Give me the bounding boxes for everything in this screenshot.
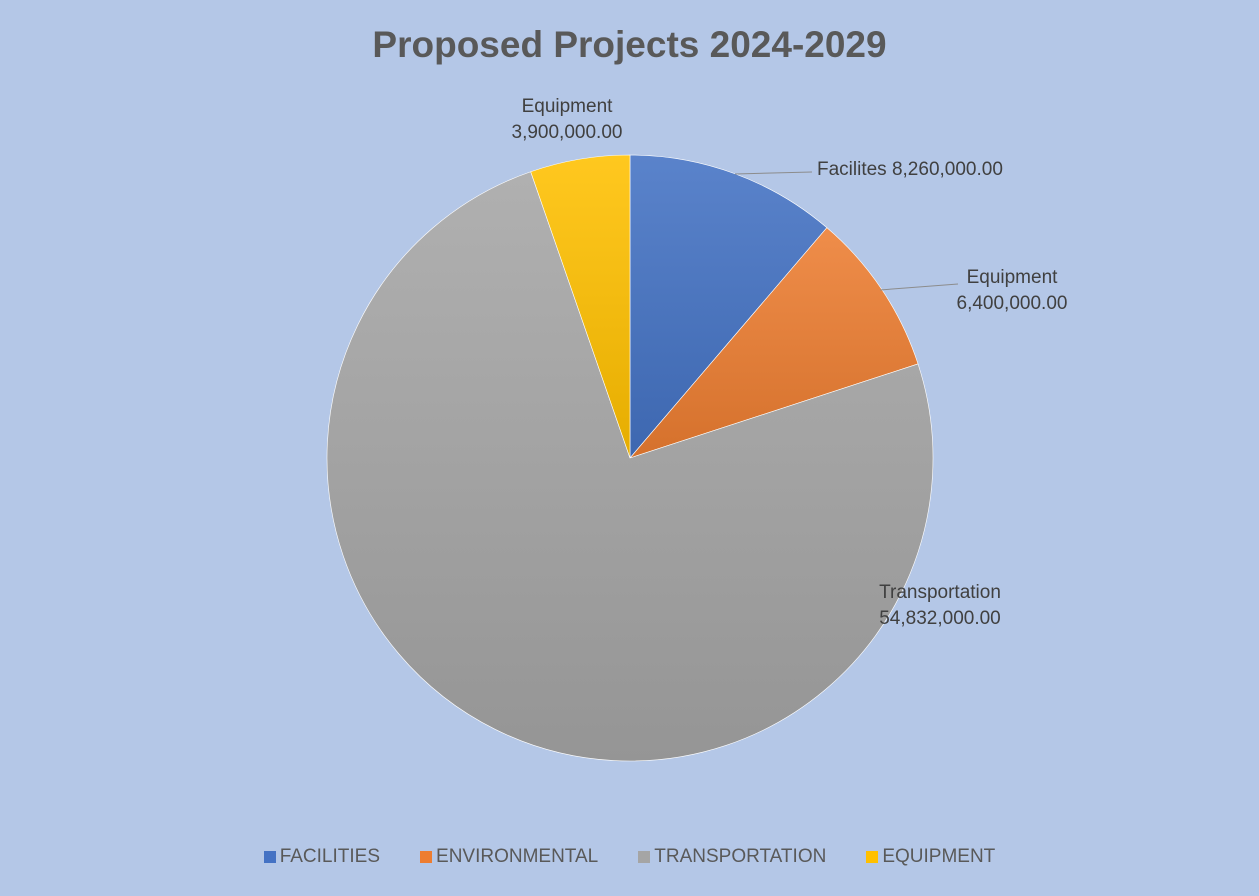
data-label-facilities: Facilites 8,260,000.00 (817, 159, 1003, 180)
data-label-environmental: Equipment 6,400,000.00 (957, 267, 1068, 314)
legend-swatch-equipment (866, 851, 879, 863)
legend-swatch-transportation (638, 851, 651, 863)
legend-label-transportation: TRANSPORTATION (654, 846, 827, 867)
legend-item-environmental: ENVIRONMENTAL (420, 846, 598, 868)
chart-title: Proposed Projects 2024-2029 (372, 24, 887, 65)
pie-slice-transportation (326, 171, 934, 762)
legend-item-transportation: TRANSPORTATION (638, 846, 826, 868)
data-label-equipment: Equipment 3,900,000.00 (512, 96, 623, 143)
legend-item-equipment: EQUIPMENT (866, 846, 995, 868)
legend-item-facilities: FACILITIES (263, 846, 381, 868)
legend-swatch-environmental (420, 851, 433, 863)
legend-swatch-facilities (263, 851, 276, 863)
legend-label-environmental: ENVIRONMENTAL (436, 846, 599, 867)
pie-slice-equipment (530, 154, 631, 459)
legend-label-facilities: FACILITIES (279, 846, 381, 867)
data-label-transportation: Transportation 54,832,000.00 (879, 582, 1001, 629)
leader-line-facilities (734, 171, 813, 175)
pie-slice-facilities (629, 154, 828, 459)
legend: FACILITIES ENVIRONMENTAL TRANSPORTATION … (0, 846, 1259, 868)
leader-line-environmental (879, 283, 959, 291)
legend-label-equipment: EQUIPMENT (882, 846, 996, 867)
